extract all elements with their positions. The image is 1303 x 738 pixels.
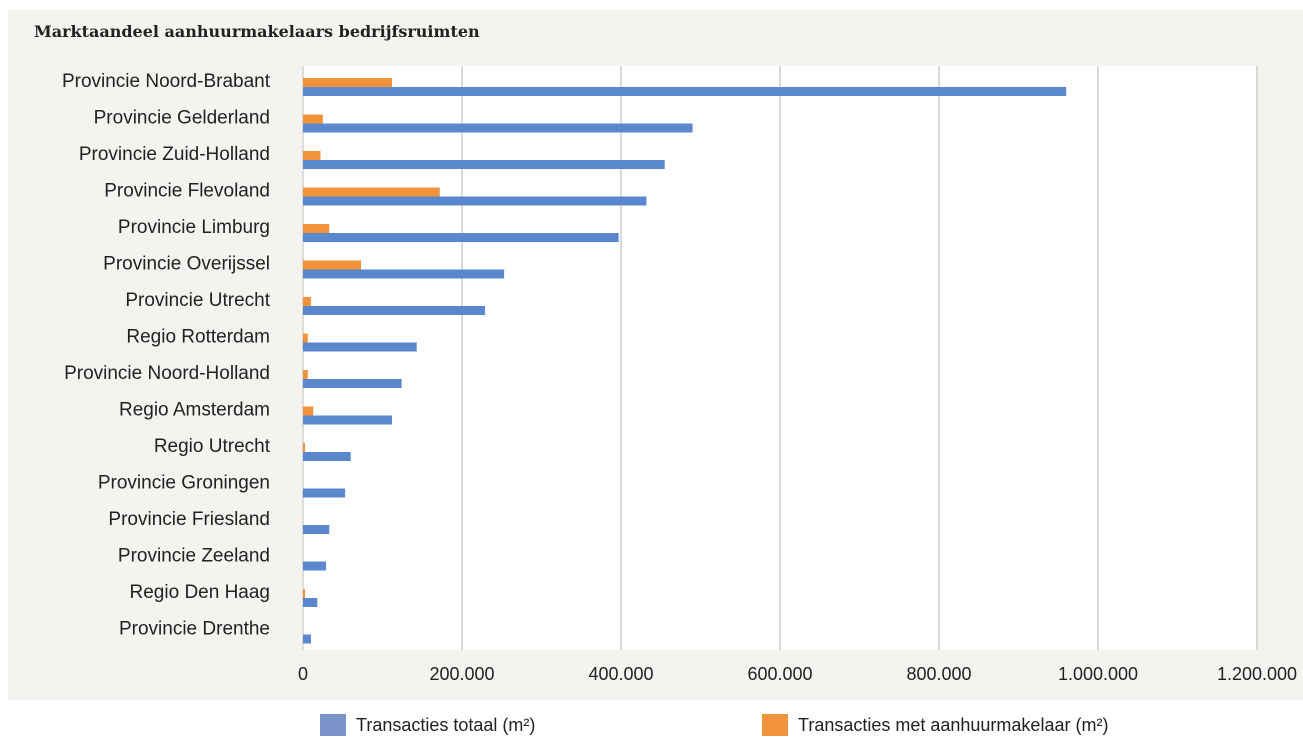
bar-met-aanhuurmakelaar — [303, 151, 321, 160]
bar-transacties-totaal — [303, 342, 417, 352]
bar-met-aanhuurmakelaar — [303, 78, 393, 87]
category-label: Provincie Drenthe — [119, 619, 270, 640]
x-tick-label: 0 — [298, 664, 308, 684]
legend-item-makelaar: Transacties met aanhuurmakelaar (m²) — [762, 712, 1108, 738]
category-label: Provincie Overijssel — [103, 254, 270, 275]
bar-met-aanhuurmakelaar — [303, 187, 440, 197]
x-tick-label: 1.200.000 — [1217, 664, 1297, 684]
category-label: Regio Den Haag — [130, 582, 270, 603]
bar-met-aanhuurmakelaar — [303, 406, 314, 416]
category-label: Provincie Gelderland — [94, 108, 270, 129]
bar-met-aanhuurmakelaar — [303, 589, 305, 598]
legend-label-totaal: Transacties totaal (m²) — [356, 714, 536, 735]
bar-transacties-totaal — [303, 269, 505, 279]
bar-transacties-totaal — [303, 379, 402, 388]
bar-transacties-totaal — [303, 634, 311, 644]
category-label: Provincie Zuid-Holland — [79, 144, 270, 165]
category-label: Regio Amsterdam — [119, 400, 270, 421]
category-label: Provincie Groningen — [98, 473, 270, 494]
legend-label-makelaar: Transacties met aanhuurmakelaar (m²) — [798, 714, 1109, 735]
x-tick-label: 800.000 — [906, 664, 971, 684]
category-label: Provincie Friesland — [108, 509, 270, 530]
bar-transacties-totaal — [303, 306, 486, 315]
bar-transacties-totaal — [303, 598, 318, 607]
bar-transacties-totaal — [303, 561, 327, 571]
bar-transacties-totaal — [303, 525, 330, 534]
bar-met-aanhuurmakelaar — [303, 297, 311, 306]
x-tick-label: 600.000 — [747, 664, 812, 684]
bar-transacties-totaal — [303, 488, 346, 498]
bar-transacties-totaal — [303, 87, 1067, 96]
x-tick-label: 1.000.000 — [1058, 664, 1138, 684]
bar-chart: 0 200.000 400.000 600.000 800.000 1.000.000 1.… — [62, 66, 1297, 684]
category-label: Provincie Utrecht — [125, 290, 270, 311]
bar-met-aanhuurmakelaar — [303, 370, 308, 379]
category-label: Provincie Noord-Holland — [64, 363, 270, 384]
category-label: Provincie Limburg — [118, 217, 270, 238]
bar-met-aanhuurmakelaar — [303, 333, 308, 343]
category-label: Provincie Noord-Brabant — [62, 71, 271, 92]
legend-swatch-makelaar — [762, 714, 788, 736]
x-tick-label: 200.000 — [429, 664, 494, 684]
legend-swatch-totaal — [320, 714, 346, 736]
bar-met-aanhuurmakelaar — [303, 260, 362, 270]
category-label: Regio Utrecht — [154, 436, 271, 457]
category-label: Regio Rotterdam — [126, 327, 270, 348]
bar-transacties-totaal — [303, 196, 647, 206]
legend-item-totaal: Transacties totaal (m²) — [320, 712, 535, 738]
chart-title: Marktaandeel aanhuurmakelaars bedrijfsru… — [34, 22, 480, 41]
bar-transacties-totaal — [303, 452, 351, 461]
bar-transacties-totaal — [303, 415, 393, 425]
bar-transacties-totaal — [303, 160, 665, 169]
bar-met-aanhuurmakelaar — [303, 114, 323, 124]
bar-met-aanhuurmakelaar — [303, 224, 330, 233]
category-label: Provincie Flevoland — [104, 181, 270, 202]
bar-transacties-totaal — [303, 123, 693, 133]
bar-met-aanhuurmakelaar — [303, 443, 305, 452]
category-label: Provincie Zeeland — [118, 546, 270, 567]
bar-transacties-totaal — [303, 233, 619, 242]
x-tick-label: 400.000 — [588, 664, 653, 684]
